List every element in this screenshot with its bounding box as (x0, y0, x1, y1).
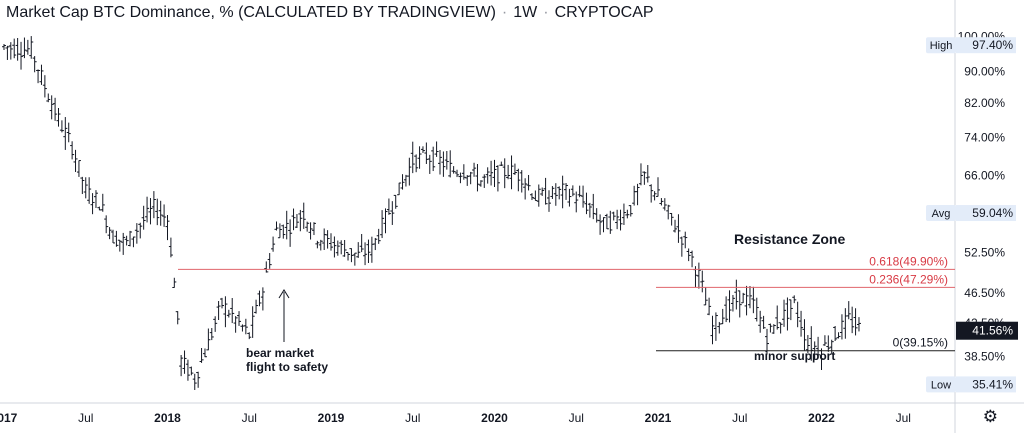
y-tick-label: 74.00% (964, 130, 1005, 144)
x-tick-label: Jul (405, 411, 420, 425)
x-tick-label: Jul (569, 411, 584, 425)
interval-label[interactable]: 1W (513, 4, 538, 21)
flight-to-safety-label: flight to safety (246, 360, 328, 374)
x-tick-label: 2019 (318, 411, 345, 425)
x-tick-label: Jul (78, 411, 93, 425)
badge-low-label: Low (931, 379, 951, 391)
x-tick-label: 2020 (481, 411, 508, 425)
bear-arrow-head (278, 289, 290, 299)
fib-label-0618: 0.618(49.90%) (869, 254, 948, 268)
fib-label-0236: 0.236(47.29%) (869, 272, 948, 286)
gear-icon: ⚙ (982, 407, 998, 426)
exchange-label[interactable]: CRYPTOCAP (554, 4, 654, 21)
x-tick-label: Jul (896, 411, 911, 425)
title-separator: · (501, 4, 508, 21)
badge-avg-label: Avg (932, 208, 951, 220)
y-tick-label: 52.50% (964, 245, 1005, 259)
fib-label-0: 0(39.15%) (893, 336, 948, 350)
badge-avg-value-bg (956, 205, 1016, 222)
badge-high-label: High (930, 40, 953, 52)
x-tick-label: Jul (242, 411, 257, 425)
chart-title: Market Cap BTC Dominance, % (CALCULATED … (6, 4, 654, 22)
settings-button[interactable]: ⚙ (983, 407, 998, 427)
y-tick-label: 90.00% (964, 65, 1005, 79)
badge-low-value-bg (956, 376, 1016, 393)
minor-support-label: minor support (754, 349, 835, 363)
x-tick-label: 2021 (645, 411, 672, 425)
title-text: Market Cap BTC Dominance, % (CALCULATED … (6, 4, 496, 21)
badge-high-value-bg (956, 37, 1016, 54)
badge-avg-tag (926, 205, 956, 222)
title-separator: · (543, 4, 549, 21)
badge-high-tag (926, 37, 956, 54)
badge-low-value: 35.41% (972, 377, 1013, 391)
x-tick-label: Jul (732, 411, 747, 425)
x-tick-label: 2017 (0, 411, 18, 425)
bear-market-label: bear market (246, 346, 314, 360)
badge-high-value: 97.40% (972, 38, 1013, 52)
y-tick-label: 82.00% (964, 96, 1005, 110)
badge-low-tag (926, 376, 956, 393)
y-tick-label: 38.50% (964, 349, 1005, 363)
resistance-zone-label: Resistance Zone (734, 231, 845, 247)
y-tick-label: 66.00% (964, 169, 1005, 183)
badge-avg-value: 59.04% (972, 206, 1013, 220)
last-price-badge (956, 321, 1018, 340)
last-price-value: 41.56% (972, 324, 1013, 338)
x-tick-label: 2018 (154, 411, 181, 425)
y-tick-label: 46.50% (964, 286, 1005, 300)
x-tick-label: 2022 (808, 411, 835, 425)
